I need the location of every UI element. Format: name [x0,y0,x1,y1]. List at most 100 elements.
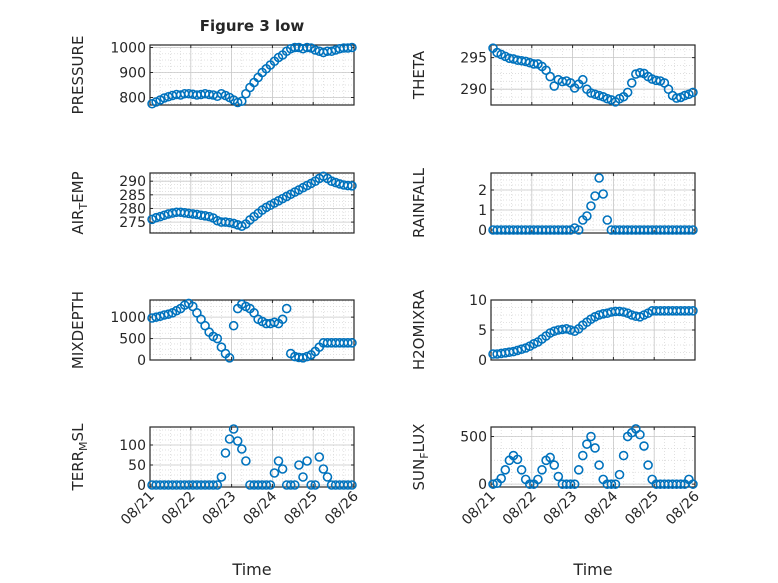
data-point [298,472,308,482]
panel-2: 290 295 THETA [410,43,698,107]
data-point [569,479,580,489]
axes-box [490,172,696,234]
data-point [212,480,223,490]
data-point [151,212,161,223]
data-point [488,479,498,489]
y-tick-label: 5 [478,323,487,339]
x-axis-label: Time [231,560,271,579]
data-point [594,460,604,470]
y-axis-label: TERRMSL [69,423,90,492]
y-tick-label: 290 [119,174,146,190]
figure-title: Figure 3 low [200,17,305,35]
data-point [322,472,333,482]
y-axis-label: MIXDEPTH [69,291,87,369]
data-point [610,479,621,489]
data-point [277,464,288,474]
data-point [594,173,604,183]
y-tick-label: 2 [478,183,487,199]
data-point [232,436,243,446]
data-point [573,225,584,235]
data-point [679,90,690,101]
data-point [273,456,284,466]
y-tick-label: 500 [119,332,146,348]
data-point [269,468,280,478]
data-point [586,431,596,442]
data-point [545,71,555,82]
data-point [237,96,247,107]
x-tick-label: 08/26 [322,488,362,528]
y-tick-label: 0 [137,353,146,369]
x-tick-label: 08/22 [500,489,540,529]
x-tick-label: 08/25 [281,489,321,529]
data-point [577,74,588,85]
data-point [298,353,308,363]
y-tick-label: 800 [119,91,146,107]
data-point [343,43,353,53]
x-axis-label: Time [572,560,612,579]
data-point [582,439,592,449]
data-point [208,480,219,490]
data-point [224,353,235,363]
data-point [565,479,576,489]
data-point [671,93,682,103]
y-axis-label: RAINFALL [410,167,428,238]
data-point [237,444,247,454]
y-axis-label: PRESSURE [69,36,87,115]
y-tick-label: 500 [460,430,487,446]
panel-6: 0 5 10 H2OMIXRA [410,289,698,370]
data-point [626,78,637,88]
data-point [326,176,337,186]
y-axis-label: SUNFLUX [410,424,431,491]
y-axis-label: H2OMIXRA [410,289,428,370]
data-point [281,303,292,314]
data-point [265,480,276,490]
data-point [347,181,357,191]
data-point [228,424,239,434]
data-point [241,456,251,466]
x-tick-label: 08/24 [240,488,280,528]
data-point [310,45,321,55]
data-point [290,480,300,490]
data-point [590,443,600,453]
data-point [220,448,231,458]
data-point [516,465,527,475]
panel-1: 800 900 1000 PRESSURE [69,36,357,115]
y-tick-label: 1000 [110,41,146,57]
data-point [537,465,547,475]
data-point [602,93,613,104]
x-tick-label: 08/21 [118,489,158,529]
data-point [639,441,649,451]
axes-box [490,426,696,488]
data-point [347,338,357,348]
data-point [204,211,214,222]
axes-box [149,426,355,488]
data-point [306,480,316,490]
x-tick-label: 08/26 [663,488,703,528]
data-point [684,225,694,235]
data-point [314,452,325,462]
data-point [269,317,280,328]
axes-box [149,172,355,234]
data-point [216,472,227,482]
data-point [643,460,653,470]
data-point [635,429,645,440]
data-point [496,473,507,484]
data-point [688,225,698,235]
data-point [285,480,296,490]
data-point [573,465,584,475]
data-point [330,177,341,188]
data-point [684,305,694,316]
panel-4: 0 1 2 RAINFALL [410,167,698,239]
data-point [228,218,239,229]
data-point [232,97,243,108]
data-point [302,456,312,466]
data-point [224,434,235,444]
data-point [343,480,353,490]
data-point [318,464,329,474]
data-point [586,88,596,98]
y-tick-label: 280 [119,201,146,217]
data-point [347,480,357,490]
data-point [549,460,560,470]
data-point [533,474,543,485]
